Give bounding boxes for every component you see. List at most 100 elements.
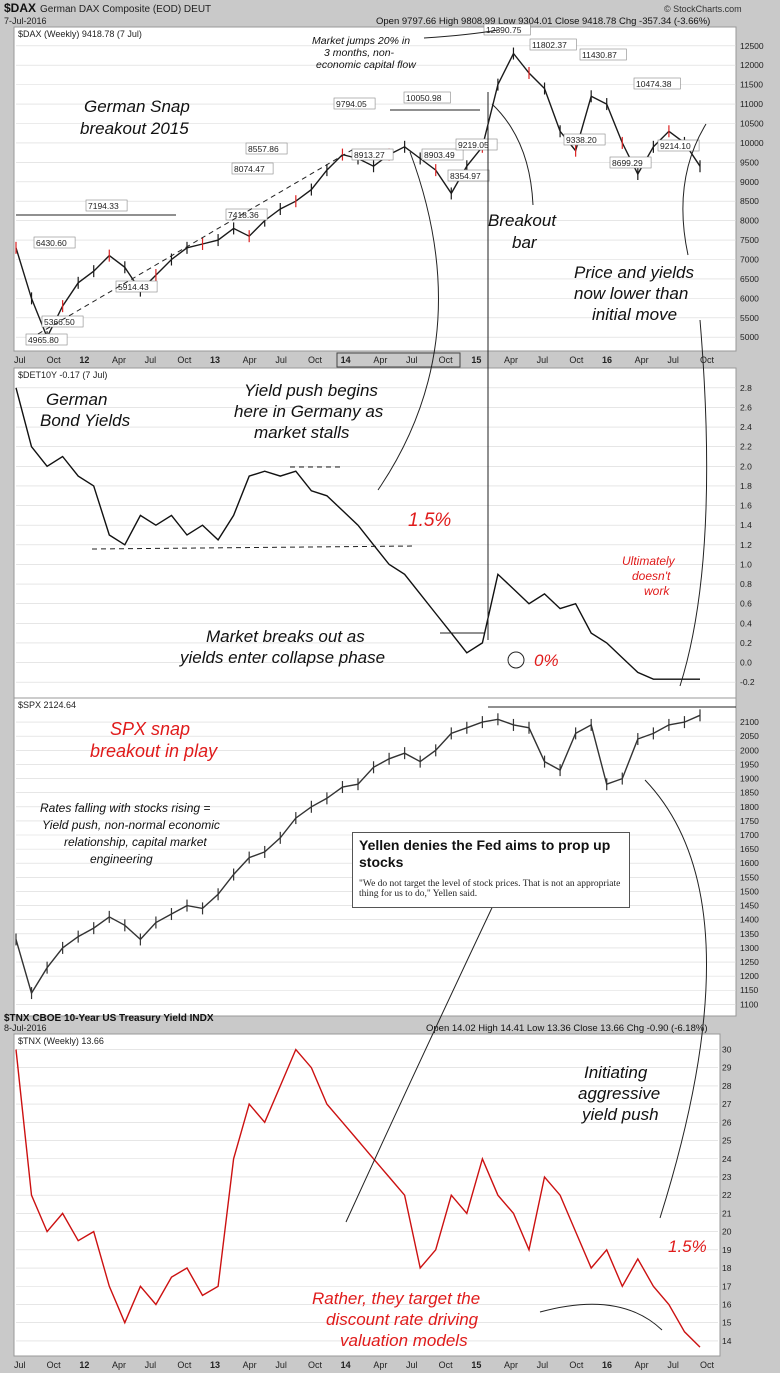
annot-rather-1: Rather, they target the: [312, 1289, 480, 1308]
y-tick-label: 2.8: [740, 383, 752, 393]
tnx-panel-title: $TNX (Weekly) 13.66: [18, 1036, 104, 1046]
price-label: 4965.80: [28, 335, 59, 345]
annot-german-bond-2: Bond Yields: [40, 411, 131, 430]
x-tick-label: Jul: [667, 1360, 679, 1370]
y-tick-label: 1200: [740, 971, 759, 981]
zero-yield-circle: [507, 651, 525, 669]
x-tick-label: Apr: [504, 355, 518, 365]
y-tick-label: 29: [722, 1063, 732, 1073]
x-tick-label: Apr: [635, 1360, 649, 1370]
dax-date: 7-Jul-2016: [4, 16, 47, 26]
price-label: 6430.60: [36, 238, 67, 248]
y-tick-label: 11000: [740, 99, 763, 109]
arrow-doesnt-work: [679, 319, 708, 687]
price-label: 9338.20: [566, 135, 597, 145]
price-label-box: [657, 139, 700, 152]
y-tick-label: 2.2: [740, 442, 752, 452]
annot-initiating-1: Initiating: [584, 1063, 648, 1082]
y-tick-label: 1550: [740, 872, 759, 882]
x-tick-label: Jul: [406, 355, 418, 365]
y-tick-label: 0.2: [740, 638, 752, 648]
annot-breakout-2015: breakout 2015: [80, 119, 189, 138]
tnx-ohlc: Open 14.02 High 14.41 Low 13.36 Close 13…: [426, 1023, 708, 1034]
price-label: 5366.50: [44, 317, 75, 327]
price-label: 8903.49: [424, 150, 455, 160]
x-tick-label: Jul: [667, 355, 679, 365]
x-tick-label: Oct: [439, 355, 454, 365]
y-tick-label: 26: [722, 1117, 732, 1127]
x-tick-label: Jul: [406, 1360, 418, 1370]
price-label: 10050.98: [406, 93, 442, 103]
y-tick-label: 1850: [740, 788, 759, 798]
y-tick-label: 1950: [740, 759, 759, 769]
x-tick-label: Jul: [145, 1360, 157, 1370]
x-tick-label: Oct: [177, 355, 192, 365]
y-tick-label: 27: [722, 1099, 732, 1109]
y-tick-label: 2100: [740, 717, 759, 727]
price-label-box: [633, 77, 681, 90]
annot-rates-3: relationship, capital market: [64, 835, 207, 849]
annot-bar: bar: [512, 233, 538, 252]
y-tick-label: 2000: [740, 745, 759, 755]
x-tick-label: Apr: [373, 355, 387, 365]
price-label-box: [333, 97, 376, 110]
annot-yield-push-3: market stalls: [254, 423, 350, 442]
price-label-box: [85, 199, 128, 212]
y-tick-label: 1150: [740, 985, 759, 995]
y-tick-label: 1100: [740, 999, 759, 1009]
yellen-news-popup: Yellen denies the Fed aims to prop up st…: [352, 832, 630, 908]
x-tick-label: Jul: [145, 355, 157, 365]
annot-ultimately-1: Ultimately: [622, 554, 676, 568]
annot-german-snap: German Snap: [84, 97, 190, 116]
x-tick-label: Jul: [14, 1360, 26, 1370]
price-label: 9214.10: [660, 141, 691, 151]
y-tick-label: 2.6: [740, 402, 752, 412]
price-label: 8557.86: [248, 144, 279, 154]
y-tick-label: 21: [722, 1208, 732, 1218]
annot-price-yields-3: initial move: [592, 305, 677, 324]
x-tick-label: 14: [341, 355, 351, 365]
y-tick-label: 11500: [740, 80, 763, 90]
y-tick-label: 1.6: [740, 501, 752, 511]
y-tick-label: 25: [722, 1136, 732, 1146]
price-label-box: [41, 315, 84, 328]
y-tick-label: 1.4: [740, 520, 752, 530]
y-tick-label: 10500: [740, 118, 764, 128]
price-label-box: [447, 169, 490, 182]
annot-initiating-2: aggressive: [578, 1084, 660, 1103]
dax-ohlc: Open 9797.66 High 9808.99 Low 9304.01 Cl…: [376, 16, 710, 27]
popup-body: "We do not target the level of stock pri…: [359, 879, 621, 899]
y-tick-label: 9000: [740, 177, 759, 187]
y-tick-label: 1800: [740, 802, 759, 812]
y-tick-label: 1300: [740, 943, 759, 953]
price-label: 8699.29: [612, 158, 643, 168]
arrow-initiating: [644, 779, 707, 1219]
axes: 12500 12000 11500 11000 10500 10000 9500 9000 85…: [14, 41, 764, 1370]
x-tick-label: Apr: [635, 355, 649, 365]
spx-panel-title: $SPX 2124.64: [18, 700, 76, 710]
y-tick-label: -0.2: [740, 677, 755, 687]
annot-yield-push-1: Yield push begins: [244, 381, 378, 400]
arrow-yield-push: [377, 151, 439, 491]
annot-rates-1: Rates falling with stocks rising =: [40, 801, 210, 815]
y-tick-label: 8500: [740, 196, 759, 206]
dax-symbol: $DAX: [4, 1, 36, 15]
annot-market-jumps-2: 3 months, non-: [324, 47, 395, 59]
y-tick-label: 0.8: [740, 579, 752, 589]
price-label-box: [351, 148, 394, 161]
y-tick-label: 0.4: [740, 618, 752, 628]
y-tick-label: 1450: [740, 901, 759, 911]
price-label: 11802.37: [532, 40, 567, 50]
y-tick-label: 15: [722, 1318, 732, 1328]
y-tick-label: 2050: [740, 731, 759, 741]
y-tick-label: 23: [722, 1172, 732, 1182]
x-tick-label: Oct: [308, 355, 323, 365]
arrow-price-yields: [682, 123, 707, 256]
y-tick-label: 5000: [740, 332, 759, 342]
y-tick-label: 1900: [740, 774, 759, 784]
y-tick-label: 1.2: [740, 540, 752, 550]
x-tick-label: 12: [79, 1360, 89, 1370]
x-tick-label: Jul: [14, 355, 26, 365]
y-tick-label: 17: [722, 1281, 732, 1291]
x-tick-label: Jul: [537, 355, 549, 365]
